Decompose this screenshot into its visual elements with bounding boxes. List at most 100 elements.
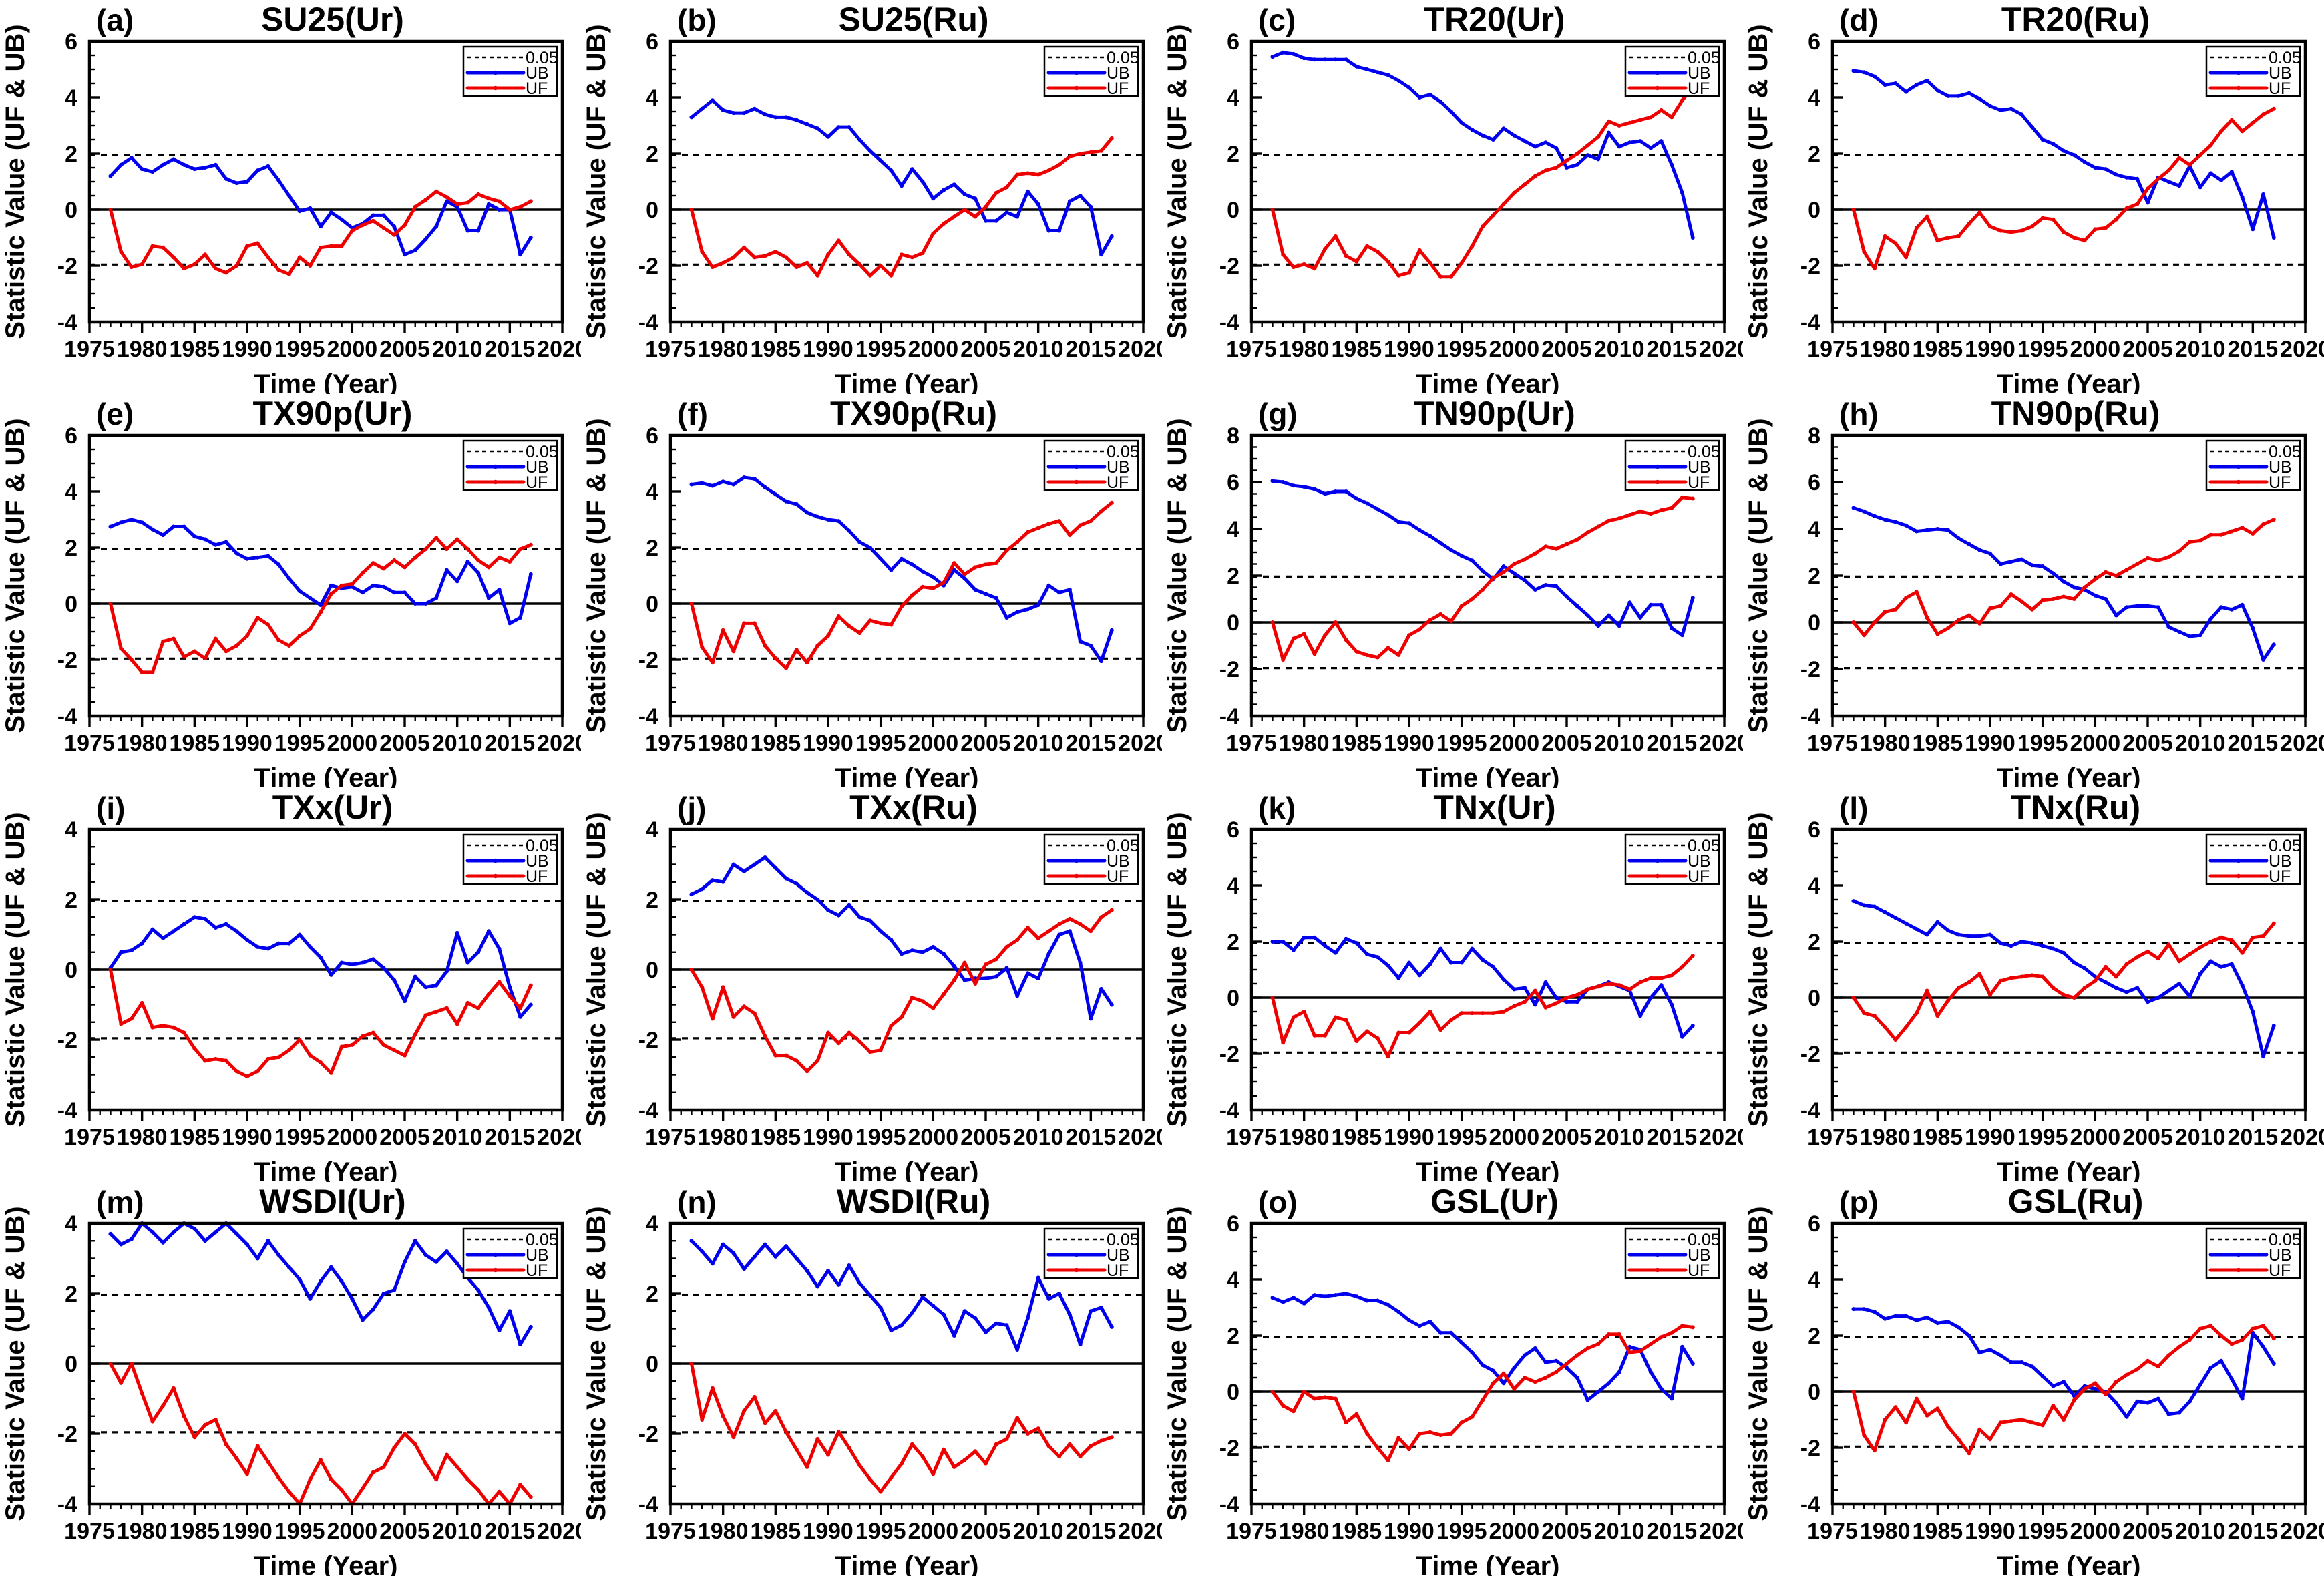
ub-point (2040, 564, 2045, 568)
ub-point (857, 540, 862, 544)
ub-point (1459, 120, 1464, 125)
ub-point (1883, 518, 1887, 522)
panel-letter: (p) (1839, 1185, 1879, 1219)
ub-point (1015, 214, 1020, 219)
uf-point (847, 1446, 851, 1450)
ub-point (867, 918, 872, 923)
ub-point (319, 603, 323, 608)
y-tick-label: 6 (1808, 1211, 1820, 1237)
ub-point (2229, 1377, 2234, 1382)
x-tick-label: 2020 (1699, 337, 1743, 362)
ub-point (931, 196, 936, 201)
ub-point (2198, 185, 2202, 190)
ub-point (952, 182, 956, 187)
ub-point (721, 479, 725, 484)
ub-point (476, 570, 481, 575)
panel-letter: (i) (96, 791, 125, 825)
x-tick-label: 1995 (274, 337, 325, 362)
panel-letter: (o) (1258, 1185, 1298, 1219)
uf-point (1946, 998, 1951, 1003)
ub-point (266, 946, 270, 951)
y-tick-label: 4 (646, 85, 658, 111)
ub-point (1998, 1353, 2003, 1358)
ub-point (2124, 605, 2129, 610)
ub-point (508, 1309, 512, 1314)
axis-label-x: Time (Year) (1416, 1551, 1560, 1576)
x-tick-label: 2015 (1647, 731, 1698, 756)
x-tick-label: 1990 (1384, 1125, 1434, 1150)
uf-point (1057, 162, 1062, 167)
x-tick-label: 2010 (2175, 337, 2226, 362)
uf-point (276, 268, 281, 272)
uf-point (763, 644, 767, 648)
ub-point (1956, 932, 1961, 937)
ub-point (2124, 1414, 2129, 1419)
ub-point (1862, 903, 1867, 908)
uf-point (721, 985, 725, 990)
x-tick-label: 2005 (1541, 337, 1592, 362)
x-tick-label: 1985 (1913, 1519, 1963, 1544)
uf-point (1428, 260, 1432, 265)
ub-point (224, 540, 228, 544)
panel-k: 1975198019851990199520002005201020152020… (1162, 788, 1743, 1182)
uf-point (1512, 190, 1517, 195)
ub-point (1998, 562, 2003, 566)
ub-point (1099, 1306, 1104, 1310)
ub-point (129, 1237, 134, 1241)
uf-point (192, 262, 197, 266)
uf-point (1680, 495, 1685, 500)
ub-point (1344, 936, 1348, 941)
uf-point (1596, 524, 1601, 529)
legend-ub-marker (493, 1252, 498, 1257)
legend-label-sig: 0.05 (1107, 837, 1139, 855)
ub-point (329, 583, 333, 588)
uf-point (444, 195, 449, 200)
uf-point (508, 994, 512, 998)
uf-point (2146, 186, 2150, 191)
uf-point (1344, 254, 1348, 258)
uf-point (1417, 627, 1422, 632)
uf-point (381, 1464, 386, 1469)
uf-point (1670, 506, 1674, 510)
y-tick-label: 4 (65, 817, 77, 843)
ub-point (773, 1254, 778, 1259)
ub-point (1078, 194, 1083, 198)
uf-point (721, 260, 725, 265)
panel-letter: (l) (1839, 791, 1868, 825)
x-tick-label: 1980 (117, 1125, 168, 1150)
ub-point (889, 1328, 894, 1333)
ub-point (1312, 57, 1317, 62)
axis-label-x: Time (Year) (1997, 369, 2141, 394)
ub-point (234, 929, 239, 934)
uf-point (1491, 1011, 1495, 1016)
ub-point (2146, 604, 2150, 608)
uf-point (108, 208, 113, 212)
ub-point (1554, 146, 1559, 150)
ub-point (847, 125, 851, 130)
uf-point (952, 978, 956, 982)
ub-point (528, 1002, 533, 1007)
uf-point (1270, 208, 1275, 212)
uf-point (752, 255, 757, 260)
uf-point (2082, 585, 2087, 590)
ub-point (182, 524, 186, 529)
ub-point (689, 1239, 694, 1243)
uf-point (794, 265, 799, 270)
y-tick-label: 2 (1227, 1324, 1239, 1349)
uf-point (1004, 944, 1009, 949)
x-tick-label: 2020 (1118, 337, 1162, 362)
ub-point (994, 218, 998, 223)
ub-point (2104, 980, 2108, 984)
chart-GSL(Ur): 1975198019851990199520002005201020152020… (1163, 1183, 1743, 1576)
ub-point (700, 887, 705, 892)
x-tick-label: 1980 (698, 1125, 749, 1150)
uf-point (1543, 544, 1548, 549)
uf-point (1270, 996, 1275, 1000)
ub-point (2093, 1386, 2098, 1391)
uf-point (1089, 929, 1093, 934)
uf-point (1554, 546, 1559, 551)
uf-point (973, 1449, 978, 1454)
y-tick-label: 6 (646, 29, 658, 55)
y-tick-label: -2 (638, 1422, 658, 1447)
uf-point (1670, 115, 1674, 120)
